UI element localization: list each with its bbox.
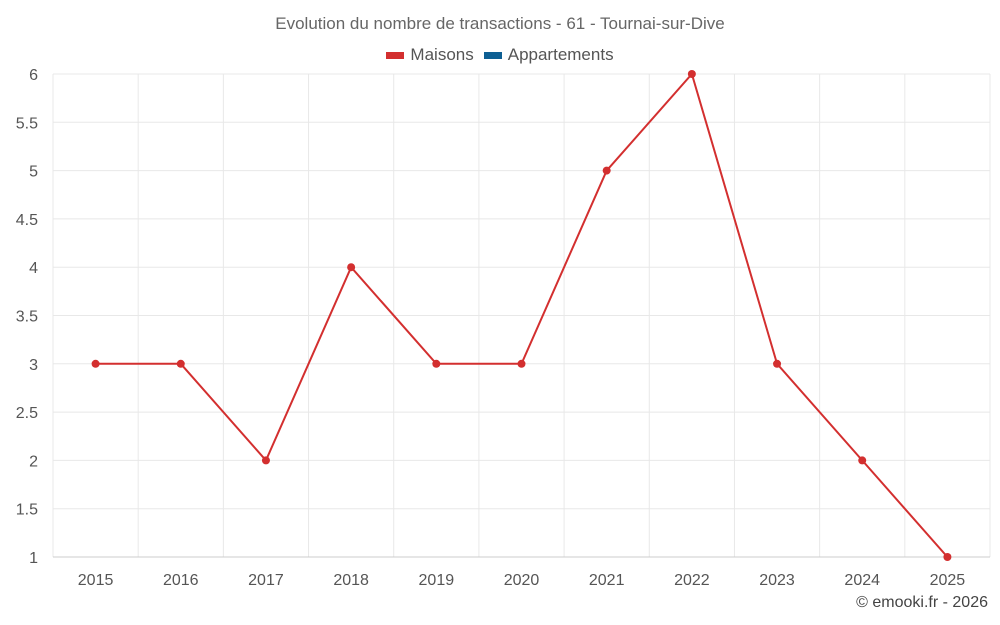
data-point	[943, 553, 952, 561]
x-tick-label: 2016	[163, 572, 199, 589]
y-tick-label: 5	[29, 164, 38, 181]
y-tick-label: 2	[29, 453, 38, 470]
x-tick-label: 2021	[589, 572, 625, 589]
legend-label-appartements: Appartements	[507, 45, 614, 64]
legend-label-maisons: Maisons	[410, 45, 474, 64]
data-point	[261, 456, 270, 465]
data-point	[176, 359, 185, 368]
x-tick-label: 2025	[930, 572, 966, 589]
legend: Maisons Appartements	[0, 45, 1000, 65]
data-point	[517, 359, 526, 368]
y-tick-label: 4	[29, 260, 38, 277]
legend-item-maisons[interactable]: Maisons	[386, 45, 474, 65]
x-tick-label: 2018	[333, 572, 369, 589]
y-tick-label: 6	[29, 67, 38, 84]
y-tick-label: 1	[29, 550, 38, 567]
y-tick-label: 4.5	[16, 212, 38, 229]
y-tick-label: 3.5	[16, 309, 38, 326]
y-tick-label: 3	[29, 357, 38, 374]
x-tick-label: 2022	[674, 572, 710, 589]
data-point	[432, 359, 441, 368]
data-point	[347, 263, 356, 272]
y-tick-label: 2.5	[16, 405, 38, 422]
legend-swatch-maisons	[386, 51, 405, 59]
y-tick-label: 5.5	[16, 115, 38, 132]
x-tick-label: 2020	[504, 572, 540, 589]
x-tick-label: 2015	[78, 572, 114, 589]
y-tick-label: 1.5	[16, 502, 38, 519]
x-tick-label: 2023	[759, 572, 795, 589]
credit-text: © emooki.fr - 2026	[856, 594, 988, 611]
x-tick-label: 2019	[419, 572, 455, 589]
data-point	[687, 70, 696, 78]
chart-title: Evolution du nombre de transactions - 61…	[275, 14, 725, 33]
data-point	[91, 359, 100, 368]
legend-swatch-appartements	[483, 51, 502, 59]
data-point	[773, 359, 782, 368]
data-point	[858, 456, 867, 465]
data-point	[602, 166, 611, 175]
x-tick-label: 2017	[248, 572, 284, 589]
x-tick-label: 2024	[844, 572, 880, 589]
legend-item-appartements[interactable]: Appartements	[483, 45, 614, 65]
